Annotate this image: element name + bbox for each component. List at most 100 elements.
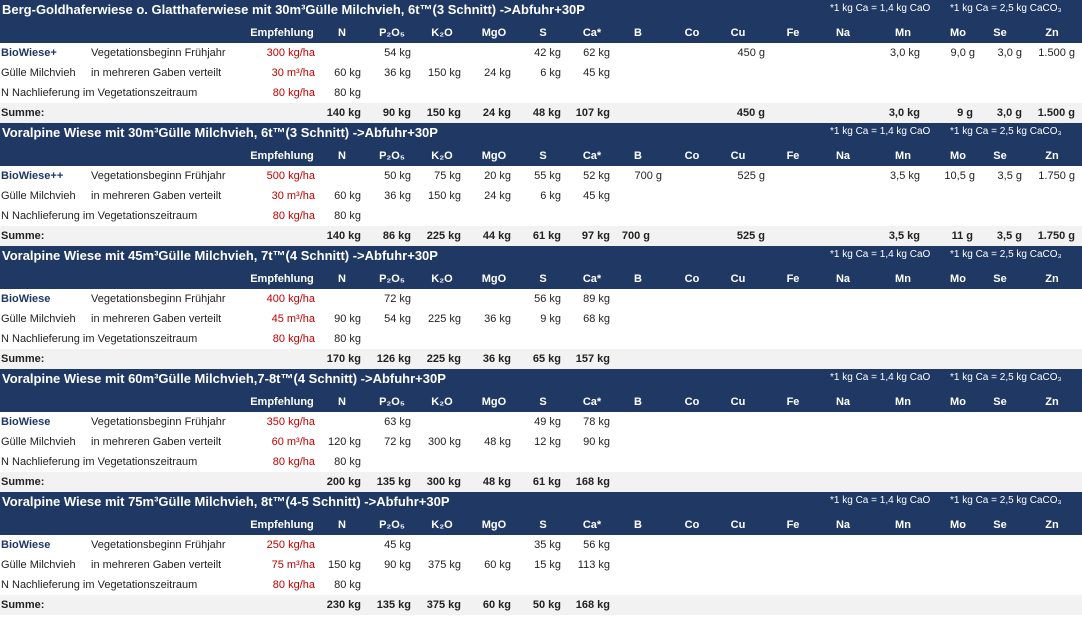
column-header: Zn — [1045, 396, 1059, 408]
column-header: MgO — [481, 150, 507, 162]
sum-value-mg: 44 kg — [482, 230, 511, 242]
row-value-n: 60 kg — [334, 67, 361, 79]
row-value-mn: 3,0 kg — [890, 47, 920, 59]
sum-value-ca: 168 kg — [575, 476, 610, 488]
row-description: in mehreren Gaben verteilt — [91, 313, 222, 325]
sum-value-ca: 107 kg — [575, 107, 610, 119]
table-row: N Nachlieferung im Vegetationszeitraum 80… — [0, 83, 1082, 103]
sum-label: Summe: — [1, 230, 45, 242]
column-header-row: Empfehlung N P₂O₅ K₂O MgO S Ca* B Co Cu Fe Na Mn Mo Se… — [0, 392, 1082, 412]
column-header: Fe — [786, 150, 800, 162]
cao-note: *1 kg Ca = 1,4 kg CaO — [830, 495, 931, 506]
column-header: K₂O — [431, 150, 453, 162]
row-value-ca: 78 kg — [583, 416, 610, 428]
row-value-n: 80 kg — [334, 456, 361, 468]
column-header: Ca* — [582, 27, 602, 39]
row-product: N Nachlieferung im Vegetationszeitraum — [1, 87, 198, 99]
column-header: Ca* — [582, 396, 602, 408]
column-header: Co — [684, 273, 700, 285]
row-product: Gülle Milchvieh — [1, 190, 76, 202]
sum-value-zn: 1.500 g — [1037, 107, 1075, 119]
column-header: Co — [684, 150, 700, 162]
row-value-mg: 24 kg — [484, 67, 511, 79]
column-header: Mo — [950, 519, 966, 531]
row-value-n: 120 kg — [327, 436, 361, 448]
fertilizer-block: Voralpine Wiese mit 75m³Gülle Milchvieh,… — [0, 492, 1082, 615]
row-value-zn: 1.750 g — [1038, 170, 1075, 182]
row-value-ca: 45 kg — [583, 190, 610, 202]
column-header: B — [634, 273, 642, 285]
column-header: Ca* — [582, 150, 602, 162]
column-header: N — [338, 27, 346, 39]
row-value-n: 150 kg — [327, 559, 361, 571]
row-product: N Nachlieferung im Vegetationszeitraum — [1, 210, 198, 222]
row-product: N Nachlieferung im Vegetationszeitraum — [1, 333, 198, 345]
column-header: P₂O₅ — [379, 519, 405, 531]
row-value-ca: 56 kg — [583, 539, 610, 551]
row-value-ca: 68 kg — [583, 313, 610, 325]
row-product: BioWiese++ — [1, 170, 64, 182]
sum-label: Summe: — [1, 599, 45, 611]
row-product: Gülle Milchvieh — [1, 559, 76, 571]
row-value-ca: 62 kg — [583, 47, 610, 59]
row-value-k: 150 kg — [427, 190, 461, 202]
block-title: Voralpine Wiese mit 45m³Gülle Milchvieh,… — [2, 248, 438, 263]
row-product: Gülle Milchvieh — [1, 67, 76, 79]
sum-value-n: 140 kg — [326, 230, 361, 242]
row-value-k: 225 kg — [427, 313, 461, 325]
block-title-bar: Voralpine Wiese mit 30m³Gülle Milchvieh,… — [0, 123, 1082, 146]
column-header-row: Empfehlung N P₂O₅ K₂O MgO S Ca* B Co Cu Fe Na Mn Mo Se… — [0, 515, 1082, 535]
row-recommendation: 45 m³/ha — [271, 313, 315, 325]
table-row: Gülle Milchvieh in mehreren Gaben verteil… — [0, 432, 1082, 452]
cao-note: *1 kg Ca = 1,4 kg CaO — [830, 249, 931, 260]
block-title-bar: Voralpine Wiese mit 75m³Gülle Milchvieh,… — [0, 492, 1082, 515]
sum-value-k: 150 kg — [426, 107, 461, 119]
caco3-note: *1 kg Ca = 2,5 kg CaCO₃ — [950, 495, 1062, 506]
table-row: N Nachlieferung im Vegetationszeitraum 80… — [0, 575, 1082, 595]
sum-row: Summe: 140 kg 90 kg 150 kg 24 kg 48 kg 107 kg 4… — [0, 103, 1082, 123]
column-header: Se — [993, 27, 1007, 39]
column-header: B — [634, 150, 642, 162]
sum-value-s: 65 kg — [532, 353, 561, 365]
row-value-mo: 9,0 g — [950, 47, 975, 59]
row-value-k: 75 kg — [434, 170, 461, 182]
cao-note: *1 kg Ca = 1,4 kg CaO — [830, 126, 931, 137]
column-header: Zn — [1045, 27, 1059, 39]
row-value-s: 12 kg — [534, 436, 561, 448]
sum-value-n: 170 kg — [326, 353, 361, 365]
row-value-n: 80 kg — [334, 87, 361, 99]
sum-value-mg: 24 kg — [482, 107, 511, 119]
row-value-s: 35 kg — [534, 539, 561, 551]
column-header: Fe — [786, 396, 800, 408]
column-header: N — [338, 150, 346, 162]
row-recommendation: 350 kg/ha — [266, 416, 315, 428]
sum-row: Summe: 140 kg 86 kg 225 kg 44 kg 61 kg 97 kg 70… — [0, 226, 1082, 246]
sum-value-ca: 168 kg — [575, 599, 610, 611]
row-recommendation: 80 kg/ha — [272, 579, 315, 591]
column-header: P₂O₅ — [379, 27, 405, 39]
block-title-bar: Voralpine Wiese mit 45m³Gülle Milchvieh,… — [0, 246, 1082, 269]
sum-value-k: 300 kg — [426, 476, 461, 488]
row-value-s: 9 kg — [540, 313, 561, 325]
column-header-row: Empfehlung N P₂O₅ K₂O MgO S Ca* B Co Cu Fe Na Mn Mo Se… — [0, 23, 1082, 43]
caco3-note: *1 kg Ca = 2,5 kg CaCO₃ — [950, 249, 1062, 260]
row-value-p: 54 kg — [384, 47, 411, 59]
row-value-b: 700 g — [634, 170, 662, 182]
caco3-note: *1 kg Ca = 2,5 kg CaCO₃ — [950, 3, 1062, 14]
block-title: Voralpine Wiese mit 30m³Gülle Milchvieh,… — [2, 125, 438, 140]
table-row: N Nachlieferung im Vegetationszeitraum 80… — [0, 206, 1082, 226]
row-value-s: 56 kg — [534, 293, 561, 305]
row-value-n: 80 kg — [334, 579, 361, 591]
caco3-note: *1 kg Ca = 2,5 kg CaCO₃ — [950, 126, 1062, 137]
column-header: Empfehlung — [250, 273, 314, 285]
row-value-se: 3,5 g — [997, 170, 1022, 182]
sum-value-k: 225 kg — [426, 230, 461, 242]
column-header: K₂O — [431, 273, 453, 285]
cao-note: *1 kg Ca = 1,4 kg CaO — [830, 372, 931, 383]
sum-value-cu: 450 g — [736, 107, 765, 119]
column-header: Na — [835, 273, 851, 285]
sum-value-se: 3,5 g — [996, 230, 1022, 242]
sum-value-p: 90 kg — [382, 107, 411, 119]
sum-value-zn: 1.750 g — [1037, 230, 1075, 242]
column-header: Zn — [1045, 519, 1059, 531]
